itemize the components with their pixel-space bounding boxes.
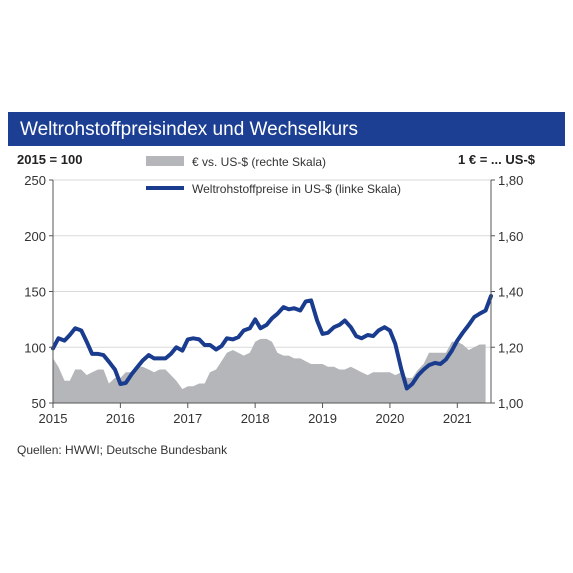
y-right-tick-label: 1,80 <box>498 173 523 188</box>
area-euro-usd <box>53 338 486 403</box>
source-note: Quellen: HWWI; Deutsche Bundesbank <box>17 443 228 457</box>
y-left-tick-label: 100 <box>24 340 46 355</box>
line-commodity-prices <box>51 294 493 391</box>
chart-title-bar: Weltrohstoffpreisindex und Wechselkurs <box>8 112 565 146</box>
x-tick-label: 2016 <box>106 411 135 426</box>
axes <box>49 179 495 408</box>
right-axis-label: 1 € = ... US-$ <box>458 152 535 167</box>
x-tick-label: 2020 <box>375 411 404 426</box>
x-tick-label: 2019 <box>308 411 337 426</box>
grid-lines <box>53 179 491 348</box>
y-left-tick-label: 150 <box>24 285 46 300</box>
area-series <box>53 338 486 403</box>
legend-label-commodity: Weltrohstoffpreise in US-$ (linke Skala) <box>192 182 401 196</box>
y-right-tick-label: 1,00 <box>498 396 523 411</box>
y-right-tick-label: 1,20 <box>498 340 523 355</box>
chart-title: Weltrohstoffpreisindex und Wechselkurs <box>20 119 358 140</box>
x-tick-label: 2018 <box>241 411 270 426</box>
line-series <box>51 294 493 391</box>
legend: € vs. US-$ (rechte Skala) Weltrohstoffpre… <box>146 155 401 196</box>
left-axis-label: 2015 = 100 <box>17 152 83 167</box>
legend-swatch-euro-usd <box>146 156 184 166</box>
x-tick-label: 2015 <box>39 411 68 426</box>
y-right-tick-label: 1,40 <box>498 285 523 300</box>
y-right-tick-label: 1,60 <box>498 229 523 244</box>
x-tick-label: 2021 <box>443 411 472 426</box>
y-left-tick-label: 200 <box>24 229 46 244</box>
y-left-tick-label: 50 <box>32 396 46 411</box>
tick-labels: 50 100 150 200 250 1,00 1,20 1,40 1,60 1,80 2015 20… <box>24 173 523 426</box>
legend-label-euro-usd: € vs. US-$ (rechte Skala) <box>192 155 326 169</box>
x-tick-label: 2017 <box>173 411 202 426</box>
y-left-tick-label: 250 <box>24 173 46 188</box>
